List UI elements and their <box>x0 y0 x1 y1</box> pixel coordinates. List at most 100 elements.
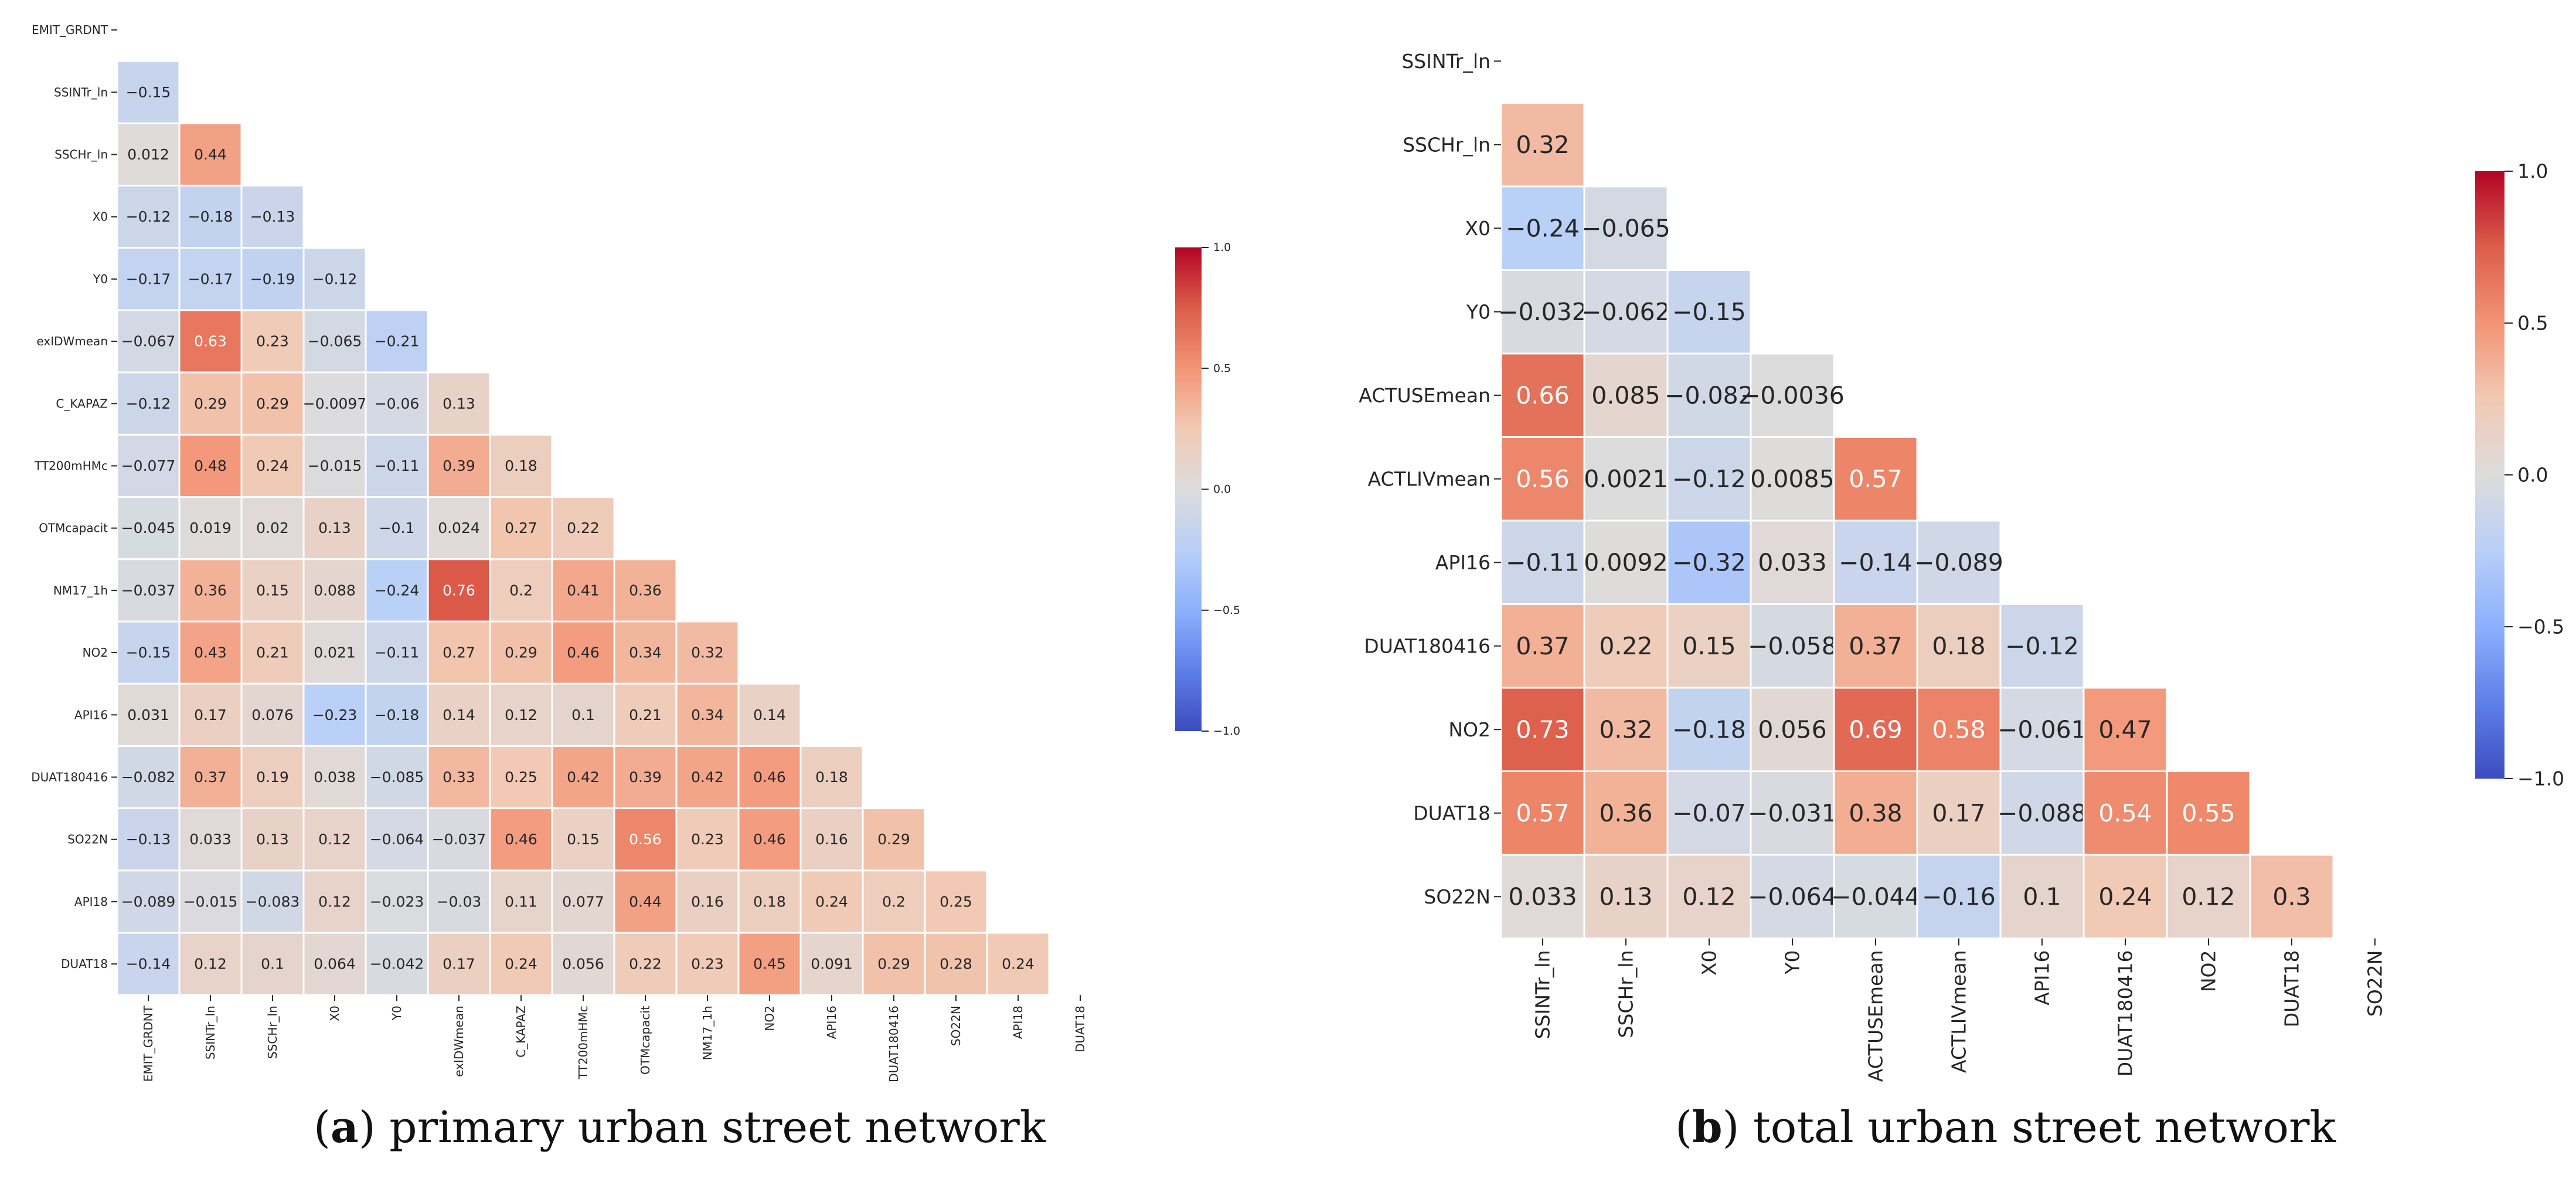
heatmap-b-cell-7-4 <box>1833 603 1918 689</box>
heatmap-a-cell-15-13 <box>924 932 988 996</box>
heatmap-b-cell-8-4 <box>1833 687 1918 772</box>
heatmap-a-cell-11-8 <box>613 682 678 747</box>
heatmap-a-cell-12-11 <box>799 745 864 810</box>
heatmap-a-value-12-3: 0.038 <box>314 769 356 786</box>
heatmap-b-cell-6-2 <box>1666 519 1752 605</box>
heatmap-b-value-8-6: −0.061 <box>1997 715 2087 743</box>
heatmap-b-cell-9-3 <box>1750 770 1835 856</box>
heatmap-a-cell-6-5 <box>427 371 491 436</box>
heatmap-a-xlabel-2: SSCHr_ln <box>266 1006 280 1059</box>
heatmap-a-value-3-2: −0.13 <box>250 208 295 225</box>
heatmap-b-ylabel-3: Y0 <box>1466 300 1491 323</box>
heatmap-a-ylabel-1: SSINTr_ln <box>54 85 108 99</box>
heatmap-a-ylabel-15: DUAT18 <box>61 957 108 971</box>
heatmap-a-value-13-9: 0.23 <box>691 831 724 848</box>
heatmap-a-value-15-2: 0.1 <box>261 956 284 973</box>
heatmap-a-cell-4-3 <box>302 247 367 311</box>
heatmap-b-value-7-6: −0.12 <box>2005 632 2079 660</box>
heatmap-a-value-3-0: −0.12 <box>126 208 171 225</box>
heatmap-b-ylabel-0: SSINTr_ln <box>1401 50 1491 73</box>
heatmap-a-value-12-11: 0.18 <box>815 769 848 786</box>
heatmap-b-value-10-0: 0.033 <box>1508 882 1577 911</box>
heatmap-b-ylabel-7: DUAT180416 <box>1364 634 1491 657</box>
heatmap-a-value-7-4: −0.11 <box>375 457 420 474</box>
heatmap-a-cell-14-3 <box>302 869 367 934</box>
heatmap-a-value-11-7: 0.1 <box>571 707 595 724</box>
heatmap-a-cell-13-9 <box>675 807 740 872</box>
heatmap-a-ylabel-9: NM17_1h <box>53 583 108 597</box>
heatmap-a-cell-2-0 <box>116 122 181 187</box>
heatmap-a-cell-10-2 <box>240 620 305 685</box>
heatmap-b-xlabel-3: Y0 <box>1781 950 1804 975</box>
heatmap-a-cell-11-5 <box>427 682 491 747</box>
heatmap-a-value-5-2: 0.23 <box>256 333 289 350</box>
heatmap-a-value-12-2: 0.19 <box>256 769 289 786</box>
heatmap-a-value-15-10: 0.45 <box>753 956 786 973</box>
heatmap-a-cell-6-2 <box>240 371 305 436</box>
heatmap-b-xlabel-0: SSINTr_ln <box>1532 950 1554 1040</box>
heatmap-b-cell-5-3 <box>1750 436 1835 522</box>
heatmap-a-value-15-4: −0.042 <box>370 956 424 973</box>
caption-a-letter: a <box>330 1102 359 1153</box>
heatmap-a-ylabel-7: TT200mHMc <box>34 459 108 473</box>
heatmap-b-value-10-7: 0.24 <box>2098 882 2152 911</box>
heatmap-b-xlabel-7: DUAT180416 <box>2114 950 2137 1077</box>
heatmap-a-value-7-1: 0.48 <box>194 457 227 474</box>
heatmap-b-xlabel-5: ACTLIVmean <box>1948 950 1971 1073</box>
heatmap-a-value-11-6: 0.12 <box>505 707 537 724</box>
heatmap-a-value-10-6: 0.29 <box>505 644 537 661</box>
heatmap-b-cell-10-2 <box>1666 854 1752 939</box>
heatmap-b-value-3-0: −0.032 <box>1498 298 1587 326</box>
heatmap-a-value-5-3: −0.065 <box>308 333 362 350</box>
heatmap-a-cell-15-2 <box>240 932 305 996</box>
heatmap-a-value-15-0: −0.14 <box>126 956 171 973</box>
heatmap-a-cell-12-6 <box>489 745 553 810</box>
heatmap-b-cell-5-4 <box>1833 436 1918 522</box>
heatmap-a-cell-10-4 <box>365 620 429 685</box>
heatmap-a-value-11-9: 0.34 <box>691 707 724 724</box>
heatmap-a-cell-5-3 <box>302 309 367 373</box>
heatmap-b-value-4-0: 0.66 <box>1516 381 1569 409</box>
heatmap-a-value-10-0: −0.15 <box>126 644 171 661</box>
heatmap-b-value-8-3: 0.056 <box>1758 715 1826 743</box>
heatmap-b-ylabel-9: DUAT18 <box>1413 801 1491 824</box>
caption-b-text: total urban street network <box>1753 1102 2336 1153</box>
heatmap-b-ylabel-10: SO22N <box>1424 885 1491 908</box>
heatmap-a-value-6-2: 0.29 <box>256 395 289 412</box>
heatmap-b-value-10-1: 0.13 <box>1599 882 1652 911</box>
heatmap-a-cell-13-5 <box>427 807 491 872</box>
heatmap-a-xlabel-9: NM17_1h <box>700 1006 714 1060</box>
heatmap-a-value-13-6: 0.46 <box>505 831 537 848</box>
heatmap-a-value-8-5: 0.024 <box>438 519 480 536</box>
heatmap-a-cell-10-8 <box>613 620 678 685</box>
heatmap-b-value-10-2: 0.12 <box>1682 882 1736 911</box>
heatmap-a-value-7-2: 0.24 <box>256 457 289 474</box>
heatmap-a-value-9-6: 0.2 <box>509 582 533 599</box>
heatmap-a-cell-14-12 <box>862 869 926 934</box>
heatmap-a-value-14-9: 0.16 <box>691 893 724 910</box>
heatmap-a-ylabel-3: X0 <box>93 210 108 224</box>
heatmap-b-cell-8-0 <box>1500 687 1585 772</box>
heatmap-a-value-15-9: 0.23 <box>691 956 724 973</box>
heatmap-b-value-9-1: 0.36 <box>1599 799 1652 827</box>
heatmap-b-cell-9-8 <box>2166 770 2251 856</box>
heatmap-a-cell-13-12 <box>862 807 926 872</box>
heatmap-a-value-10-7: 0.46 <box>567 644 600 661</box>
heatmap-a-ylabel-13: SO22N <box>67 833 108 847</box>
heatmap-a-cell-15-4 <box>365 932 429 996</box>
heatmap-a-ylabel-10: NO2 <box>83 646 108 660</box>
heatmap-a-xlabel-1: SSINTr_ln <box>203 1006 217 1059</box>
heatmap-b-value-8-2: −0.18 <box>1672 715 1746 743</box>
heatmap-a-value-1-0: −0.15 <box>126 84 171 101</box>
heatmap-a-value-14-11: 0.24 <box>815 893 848 910</box>
heatmap-a-value-4-1: −0.17 <box>188 270 233 287</box>
heatmap-a-cell-8-0 <box>116 496 181 561</box>
heatmap-a-value-10-9: 0.32 <box>691 644 724 661</box>
heatmap-b-value-2-0: −0.24 <box>1506 214 1580 242</box>
heatmap-a-value-4-0: −0.17 <box>126 270 171 287</box>
heatmap-a-cell-13-2 <box>240 807 305 872</box>
heatmap-a-cell-12-8 <box>613 745 678 810</box>
heatmap-a-value-9-2: 0.15 <box>256 582 289 599</box>
heatmap-a-value-15-6: 0.24 <box>505 956 537 973</box>
heatmap-a-value-12-8: 0.39 <box>629 769 662 786</box>
